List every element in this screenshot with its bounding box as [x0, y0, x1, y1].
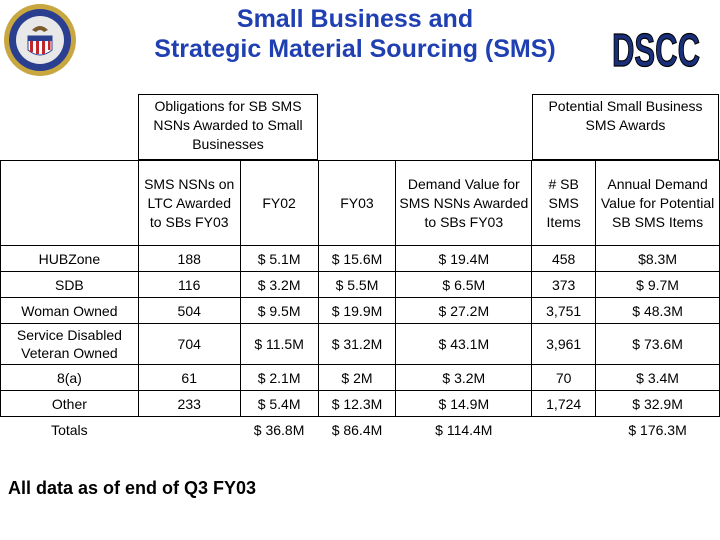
table-cell: 70 [531, 364, 597, 391]
table-cell: $ 48.3M [595, 297, 720, 324]
table-cell: $8.3M [595, 245, 720, 272]
table-cell: $ 32.9M [595, 390, 720, 417]
table-cell: $ 2.1M [239, 364, 319, 391]
data-as-of-footnote: All data as of end of Q3 FY03 [8, 478, 257, 498]
table-cell: $ 6.5M [395, 271, 533, 298]
table-cell: $ 31.2M [317, 323, 397, 365]
table-cell: 504 [137, 297, 241, 324]
totals-cell [138, 417, 240, 443]
column-header: # SB SMS Items [531, 160, 597, 246]
table-cell: 704 [137, 323, 241, 365]
totals-cell: $ 114.4M [435, 421, 493, 438]
column-header: Demand Value for SMS NSNs Awarded to SBs… [395, 160, 533, 246]
table-cell: $ 14.9M [395, 390, 533, 417]
table-cell: $ 43.1M [395, 323, 533, 365]
table-cell: $ 2M [317, 364, 397, 391]
page-title: Small Business and Strategic Material So… [120, 4, 590, 64]
row-label: SDB [0, 271, 139, 298]
table-cell: $ 15.6M [317, 245, 397, 272]
row-label: HUBZone [0, 245, 139, 272]
table-row: HUBZone 188 $ 5.1M $ 15.6M $ 19.4M 458 $… [0, 245, 720, 272]
table-cell: 188 [137, 245, 241, 272]
table-cell: $ 12.3M [317, 390, 397, 417]
table-cell: $ 5.5M [317, 271, 397, 298]
table-cell: 3,961 [531, 323, 597, 365]
table-row: 8(a) 61 $ 2.1M $ 2M $ 3.2M 70 $ 3.4M [0, 364, 720, 391]
column-header: Annual Demand Value for Potential SB SMS… [595, 160, 720, 246]
totals-cell: $ 36.8M [253, 421, 305, 438]
table-cell: 3,751 [531, 297, 597, 324]
table-cell: $ 3.2M [239, 271, 319, 298]
header-corner-cell [0, 160, 139, 246]
sms-data-table: SMS NSNs on LTC Awarded to SBs FY03 FY02… [0, 160, 720, 442]
table-cell: $ 11.5M [239, 323, 319, 365]
agency-seal-logo [4, 4, 76, 76]
group-header-potential-awards: Potential Small Business SMS Awards [532, 94, 719, 160]
table-cell: 233 [137, 390, 241, 417]
table-cell: 458 [531, 245, 597, 272]
row-label: Other [0, 390, 139, 417]
table-cell: $ 3.2M [395, 364, 533, 391]
dscc-logo-text: DSCC [612, 24, 700, 76]
table-cell: $ 3.4M [595, 364, 720, 391]
table-cell: 1,724 [531, 390, 597, 417]
totals-label: Totals [51, 421, 88, 438]
table-row: Woman Owned 504 $ 9.5M $ 19.9M $ 27.2M 3… [0, 297, 720, 324]
column-header: FY03 [317, 160, 397, 246]
table-row: SDB 116 $ 3.2M $ 5.5M $ 6.5M 373 $ 9.7M [0, 271, 720, 298]
row-label: Woman Owned [0, 297, 139, 324]
table-cell: $ 5.1M [239, 245, 319, 272]
table-row: Other 233 $ 5.4M $ 12.3M $ 14.9M 1,724 $… [0, 390, 720, 417]
table-cell: 373 [531, 271, 597, 298]
totals-cell: $ 176.3M [628, 421, 687, 438]
table-cell: 61 [137, 364, 241, 391]
table-cell: $ 27.2M [395, 297, 533, 324]
table-cell: $ 9.7M [595, 271, 720, 298]
row-label: 8(a) [0, 364, 139, 391]
table-cell: $ 73.6M [595, 323, 720, 365]
dscc-logo: DSCC [611, 23, 700, 76]
title-line-1: Small Business and [236, 5, 474, 33]
totals-cell: $ 86.4M [331, 421, 383, 438]
totals-cell [532, 417, 596, 443]
table-cell: $ 19.9M [317, 297, 397, 324]
column-header: FY02 [239, 160, 319, 246]
title-line-2: Strategic Material Sourcing (SMS) [154, 35, 556, 63]
table-row: Service Disabled Veteran Owned 704 $ 11.… [0, 323, 720, 365]
row-label: Service Disabled Veteran Owned [0, 323, 139, 365]
table-cell: $ 5.4M [239, 390, 319, 417]
table-header-row: SMS NSNs on LTC Awarded to SBs FY03 FY02… [0, 160, 720, 246]
table-cell: $ 19.4M [395, 245, 533, 272]
table-cell: 116 [137, 271, 241, 298]
totals-row: Totals $ 36.8M $ 86.4M $ 114.4M $ 176.3M [1, 417, 720, 443]
group-header-obligations: Obligations for SB SMS NSNs Awarded to S… [138, 94, 318, 160]
column-header: SMS NSNs on LTC Awarded to SBs FY03 [137, 160, 241, 246]
table-cell: $ 9.5M [239, 297, 319, 324]
